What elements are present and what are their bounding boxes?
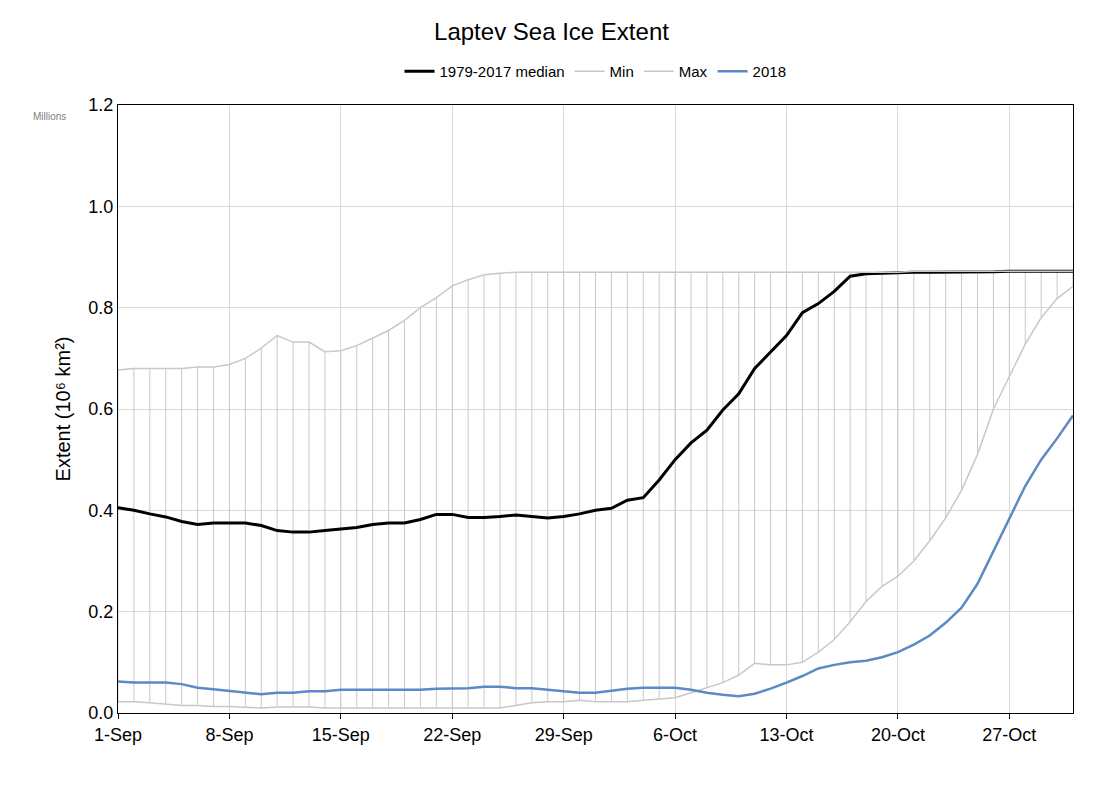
svg-text:1.2: 1.2: [88, 95, 113, 115]
svg-text:22-Sep: 22-Sep: [423, 725, 481, 745]
svg-text:0.6: 0.6: [88, 399, 113, 419]
svg-text:27-Oct: 27-Oct: [982, 725, 1036, 745]
svg-text:13-Oct: 13-Oct: [759, 725, 813, 745]
svg-text:Min: Min: [610, 63, 634, 80]
svg-text:0.2: 0.2: [88, 602, 113, 622]
svg-text:Laptev Sea Ice Extent: Laptev Sea Ice Extent: [434, 18, 669, 45]
svg-text:0.4: 0.4: [88, 501, 113, 521]
svg-text:8-Sep: 8-Sep: [205, 725, 253, 745]
svg-text:20-Oct: 20-Oct: [871, 725, 925, 745]
svg-text:1979-2017 median: 1979-2017 median: [440, 63, 565, 80]
svg-text:1-Sep: 1-Sep: [94, 725, 142, 745]
svg-text:Max: Max: [679, 63, 708, 80]
svg-text:1.0: 1.0: [88, 197, 113, 217]
svg-text:0.0: 0.0: [88, 703, 113, 723]
svg-text:6-Oct: 6-Oct: [653, 725, 697, 745]
svg-text:Extent (10⁶ km²): Extent (10⁶ km²): [52, 337, 74, 482]
svg-text:29-Sep: 29-Sep: [535, 725, 593, 745]
svg-text:15-Sep: 15-Sep: [312, 725, 370, 745]
svg-text:0.8: 0.8: [88, 298, 113, 318]
svg-text:Millions: Millions: [33, 111, 66, 122]
svg-text:2018: 2018: [753, 63, 786, 80]
